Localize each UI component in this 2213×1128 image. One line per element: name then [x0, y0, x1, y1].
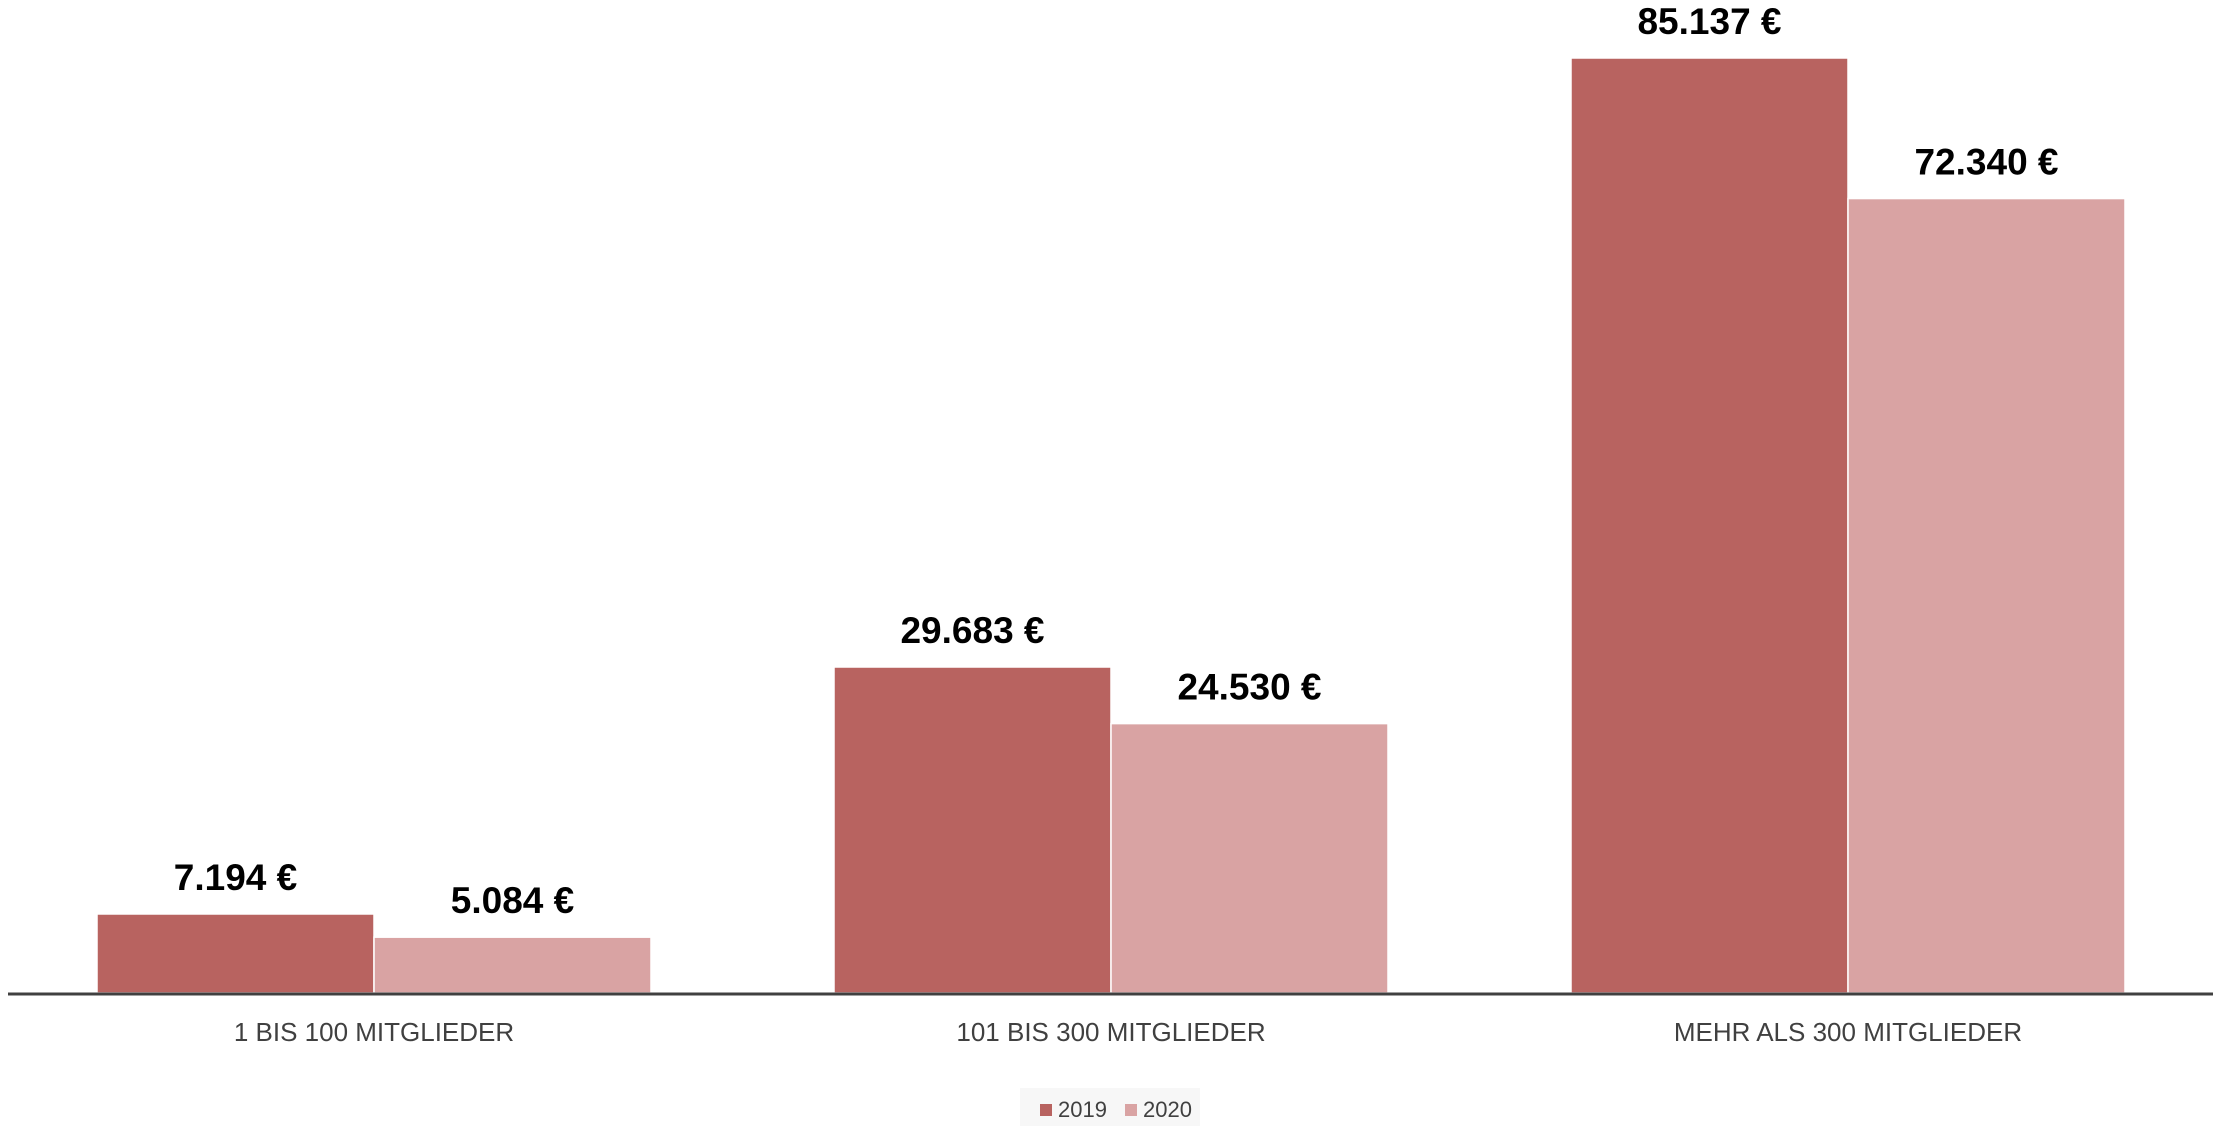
data-label-2020-3: 72.340 € [1914, 142, 2058, 183]
legend-swatch-2020 [1125, 1104, 1137, 1116]
legend-swatch-2019 [1040, 1104, 1052, 1116]
category-label-2: 101 BIS 300 MITGLIEDER [956, 1017, 1265, 1047]
category-labels: 1 BIS 100 MITGLIEDER 101 BIS 300 MITGLIED… [234, 1017, 2022, 1047]
category-label-1: 1 BIS 100 MITGLIEDER [234, 1017, 514, 1047]
legend-label-2019: 2019 [1058, 1097, 1107, 1122]
bar-2020-3 [1847, 197, 2126, 994]
data-label-2019-1: 7.194 € [174, 857, 297, 898]
bar-2019-1 [96, 913, 375, 994]
data-label-2020-2: 24.530 € [1177, 667, 1321, 708]
data-label-2019-3: 85.137 € [1637, 1, 1781, 42]
bar-2020-2 [1110, 722, 1389, 994]
legend: 2019 2020 [1020, 1088, 1200, 1126]
bar-2019-3 [1570, 57, 1849, 994]
data-labels: 7.194 € 5.084 € 29.683 € 24.530 € 85.137 € 72… [174, 1, 2059, 921]
data-label-2019-2: 29.683 € [900, 610, 1044, 651]
bar-2020-1 [373, 936, 652, 994]
legend-label-2020: 2020 [1143, 1097, 1192, 1122]
data-label-2020-1: 5.084 € [451, 880, 574, 921]
bar-2019-2 [833, 666, 1112, 994]
category-label-3: MEHR ALS 300 MITGLIEDER [1674, 1017, 2022, 1047]
bars [96, 57, 2126, 994]
